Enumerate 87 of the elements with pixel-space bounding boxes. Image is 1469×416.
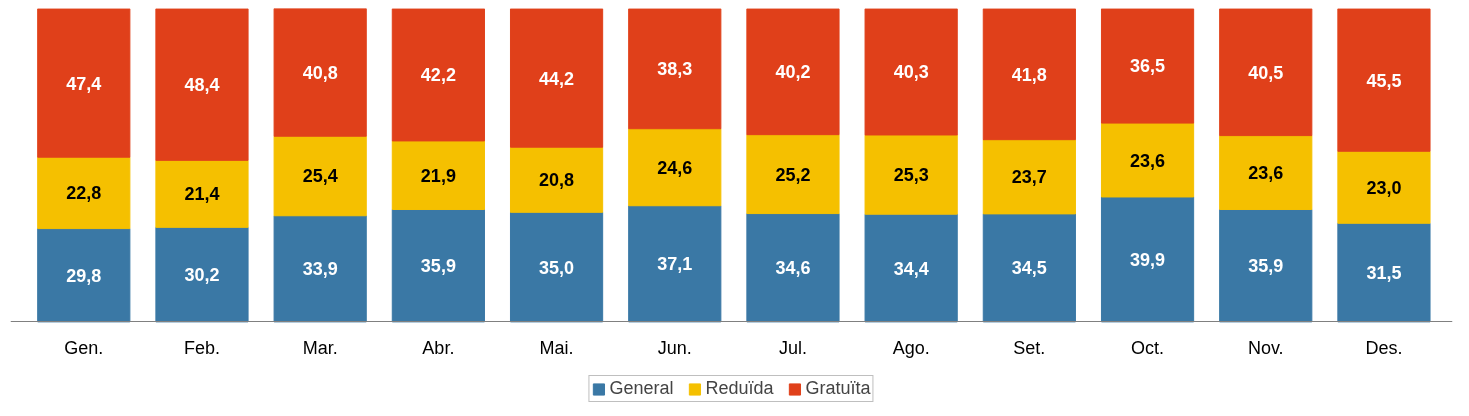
bar bbox=[1100, 122, 1195, 198]
data-label: 33,9 bbox=[302, 259, 338, 280]
data-label: 40,2 bbox=[775, 62, 811, 83]
bar bbox=[1100, 196, 1195, 323]
x-tick-label: Abr. bbox=[422, 337, 455, 358]
data-label: 47,4 bbox=[66, 73, 102, 94]
bar bbox=[1219, 8, 1313, 137]
bar bbox=[864, 134, 958, 215]
bar bbox=[37, 156, 131, 230]
bar bbox=[391, 8, 485, 142]
bar bbox=[982, 213, 1076, 323]
bar bbox=[628, 8, 722, 130]
x-tick-label: Oct. bbox=[1131, 337, 1165, 358]
bar bbox=[1100, 8, 1195, 124]
data-label: 36,5 bbox=[1130, 56, 1166, 77]
data-label: 35,9 bbox=[1248, 256, 1284, 277]
bar bbox=[155, 8, 249, 161]
legend-label: Gratuïta bbox=[805, 378, 871, 399]
data-label: 23,6 bbox=[1130, 150, 1166, 171]
data-label: 35,0 bbox=[539, 257, 575, 278]
bar bbox=[864, 8, 958, 136]
x-tick-label: Jul. bbox=[778, 337, 807, 358]
data-label: 34,6 bbox=[775, 258, 811, 279]
x-tick-label: Jun. bbox=[657, 337, 692, 358]
legend-label: General bbox=[609, 378, 674, 399]
data-label: 40,3 bbox=[893, 62, 929, 83]
bar bbox=[273, 215, 367, 323]
bar bbox=[982, 139, 1076, 215]
bar bbox=[628, 205, 722, 323]
bar bbox=[155, 226, 249, 323]
x-tick-label: Mar. bbox=[302, 337, 338, 358]
data-label: 29,8 bbox=[66, 265, 102, 286]
bar bbox=[628, 128, 722, 207]
x-tick-label: Nov. bbox=[1247, 337, 1284, 358]
bar bbox=[1337, 150, 1431, 224]
data-label: 41,8 bbox=[1011, 64, 1047, 85]
x-tick-label: Des. bbox=[1365, 337, 1403, 358]
data-label: 34,4 bbox=[893, 258, 929, 279]
x-tick-label: Set. bbox=[1013, 337, 1046, 358]
x-tick-label: Gen. bbox=[64, 337, 104, 358]
bar bbox=[864, 213, 958, 323]
bar bbox=[1219, 208, 1313, 323]
data-label: 21,9 bbox=[420, 165, 456, 186]
data-label: 23,7 bbox=[1011, 167, 1047, 188]
bar bbox=[982, 8, 1076, 141]
bar bbox=[37, 228, 131, 323]
data-label: 42,2 bbox=[420, 65, 456, 86]
data-label: 35,9 bbox=[420, 256, 456, 277]
data-label: 25,2 bbox=[775, 164, 811, 185]
data-label: 44,2 bbox=[539, 68, 575, 89]
bar bbox=[155, 159, 249, 228]
data-label: 21,4 bbox=[184, 184, 220, 205]
x-tick-label: Mai. bbox=[539, 337, 574, 358]
data-label: 48,4 bbox=[184, 75, 220, 96]
bar bbox=[391, 140, 485, 210]
data-label: 23,0 bbox=[1366, 177, 1402, 198]
bar bbox=[273, 8, 367, 137]
data-label: 22,8 bbox=[66, 183, 102, 204]
bar bbox=[273, 135, 367, 217]
data-label: 25,4 bbox=[302, 166, 338, 187]
data-label: 34,5 bbox=[1011, 258, 1047, 279]
legend-label: Reduïda bbox=[705, 378, 774, 399]
data-label: 39,9 bbox=[1130, 249, 1166, 270]
data-label: 30,2 bbox=[184, 265, 220, 286]
x-tick-label: Ago. bbox=[892, 337, 930, 358]
data-label: 23,6 bbox=[1248, 163, 1284, 184]
bar bbox=[509, 146, 604, 213]
bar bbox=[1337, 8, 1431, 152]
data-label: 38,3 bbox=[657, 59, 693, 80]
bar bbox=[746, 134, 840, 215]
bar bbox=[509, 8, 604, 148]
data-label: 31,5 bbox=[1366, 263, 1402, 284]
bar bbox=[746, 8, 840, 136]
data-label: 40,8 bbox=[302, 62, 338, 83]
data-label: 45,5 bbox=[1366, 70, 1402, 91]
bar bbox=[391, 208, 485, 323]
bar bbox=[37, 8, 131, 158]
data-label: 20,8 bbox=[539, 170, 575, 191]
data-label: 24,6 bbox=[657, 157, 693, 178]
data-label: 25,3 bbox=[893, 165, 929, 186]
bar bbox=[746, 213, 840, 323]
bar bbox=[1337, 222, 1431, 323]
data-label: 37,1 bbox=[657, 254, 693, 275]
bar bbox=[1219, 135, 1313, 210]
data-label: 40,5 bbox=[1248, 62, 1284, 83]
bar bbox=[509, 211, 604, 323]
x-tick-label: Feb. bbox=[183, 337, 220, 358]
